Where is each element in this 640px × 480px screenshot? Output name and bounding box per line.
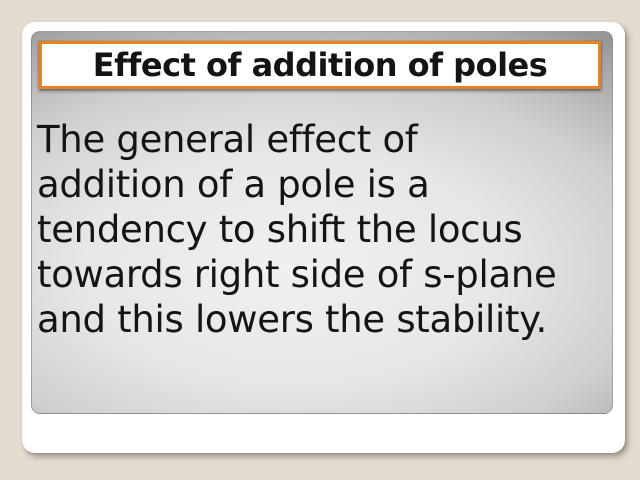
content-panel: Effect of addition of poles The general … bbox=[31, 31, 613, 414]
body-line-1: The general effect of bbox=[37, 118, 418, 161]
body-line-2: addition of a pole is a bbox=[37, 163, 430, 206]
body-text: The general effect of addition of a pole… bbox=[37, 117, 612, 342]
body-line-5: and this lowers the stability. bbox=[37, 298, 547, 341]
body-line-3: tendency to shift the locus bbox=[37, 208, 523, 251]
page-title: Effect of addition of poles bbox=[92, 46, 548, 84]
title-box: Effect of addition of poles bbox=[39, 41, 601, 89]
slide-card: Effect of addition of poles The general … bbox=[22, 22, 625, 453]
body-line-4: towards right side of s-plane bbox=[37, 253, 557, 296]
